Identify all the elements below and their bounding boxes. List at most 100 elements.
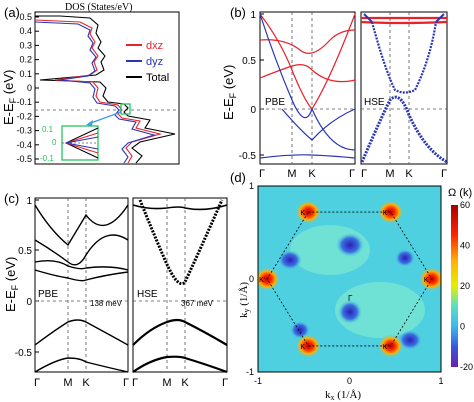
- panel-c-ytick-label: 0: [26, 297, 32, 308]
- cold-spot: [338, 300, 362, 324]
- panel-d-xtick-label: -1: [254, 376, 262, 386]
- pbe-c-band-4: [34, 269, 129, 282]
- hse-c-band-3: [132, 318, 228, 346]
- k-point-label: K: [424, 277, 429, 284]
- panel-c-yticks: 1 0.5 0 -0.5: [15, 196, 39, 359]
- inset-arrow: [87, 111, 122, 125]
- panel-a-label: (a): [4, 5, 20, 20]
- panel-c-hse-gap: 367 meV: [181, 299, 214, 308]
- gamma-label: Γ: [348, 294, 353, 303]
- pbe-c-band-3: [34, 259, 129, 271]
- panel-a-title: DOS (States/eV): [65, 2, 133, 13]
- pbe-lower-band-1: [259, 13, 356, 151]
- dos-dyz-line: [35, 21, 156, 164]
- panel-d-ticks: -1 0 1 1 0 -1: [246, 181, 444, 386]
- panel-d: (d) K K' K' K K K' Γ -1 0 1 1 0 -1 kx (1/Å) ky (1/…: [230, 170, 473, 402]
- colorbar-tick-label: 0: [460, 322, 465, 332]
- brillouin-zone-hexagon: [266, 211, 433, 347]
- inset-dyz-line: [65, 136, 99, 150]
- panel-c-xtick-label: Γ: [34, 377, 40, 389]
- k-point-peak: [377, 333, 404, 358]
- panel-a-ytick-label: -0.2: [16, 111, 32, 121]
- inset-ytick-1: 0: [52, 138, 57, 147]
- panel-a-yticks: 0.5 0.4 0.3 0.2 0.1 0 -0.1 -0.2 -0.3 -0.4 -0.5: [16, 12, 39, 164]
- panel-b-ytick-label: -0.5: [239, 151, 257, 162]
- cold-spot: [336, 233, 364, 257]
- pbe-c-band-1: [34, 204, 129, 247]
- panel-c-xtick-label: Γ: [123, 377, 129, 389]
- panel-c-pbe-gap: 138 meV: [90, 299, 123, 308]
- panel-b-right-xtick-label: K: [405, 168, 413, 180]
- panel-c-label: (c): [4, 191, 19, 206]
- colorbar-ticks: 60 40 20 0 -20: [460, 200, 473, 372]
- colorbar: [451, 205, 458, 367]
- panel-b-hse-tag: HSE: [364, 97, 385, 108]
- k-point-label: K': [383, 210, 389, 217]
- panel-d-label: (d): [230, 170, 246, 185]
- legend-total-label: Total: [146, 72, 169, 84]
- panel-a-legend: dxz dyz Total: [126, 40, 169, 84]
- panel-d-ytick-label: 1: [249, 181, 254, 191]
- pbe-upper-band-2: [259, 64, 356, 83]
- panel-b-xtick-label: K: [308, 168, 316, 180]
- hse-c-band-1: [132, 204, 228, 211]
- panel-a-ytick-label: -0.3: [16, 126, 32, 136]
- pbe-c-band-5: [34, 319, 129, 346]
- panel-d-ytick-label: 0: [249, 274, 254, 284]
- panel-d-xtick-label: 1: [438, 376, 443, 386]
- dos-total-line: [35, 15, 176, 164]
- panel-b-left-frame: [259, 11, 356, 165]
- panel-c-right-frame: [132, 197, 228, 373]
- panel-b-pbe-tag: PBE: [265, 97, 285, 108]
- panel-a-ytick-label: 0.3: [19, 40, 32, 50]
- panel-a-ytick-label: 0: [27, 83, 32, 93]
- panel-b-xtick-label: M: [287, 168, 296, 180]
- hse-c-band-4: [132, 355, 228, 374]
- cold-spot: [278, 250, 302, 270]
- legend-dxz-label: dxz: [146, 40, 163, 52]
- pbe-upper-band-3: [259, 29, 356, 54]
- k-point-label: K: [300, 210, 305, 217]
- panel-a-inset: 0.1 0 -0.1: [40, 125, 99, 163]
- panel-b-xtick-label: Γ: [259, 168, 265, 180]
- panel-a-frame: [34, 11, 180, 165]
- panel-b-right-xtick-label: Γ: [441, 168, 447, 180]
- panel-c: (c) E-EF (eV) 10.50-0.5 PBE 138 meV HSE …: [3, 191, 228, 389]
- hse-top-crossing: [363, 13, 445, 23]
- hse-lower-band-1: [360, 95, 448, 164]
- panel-a-ytick-label: 0.5: [19, 12, 32, 22]
- panel-c-hse-tag: HSE: [137, 289, 158, 300]
- colorbar-tick-label: 40: [460, 241, 470, 251]
- hse-upper-band-2: [360, 20, 448, 25]
- inset-arrow-head: [86, 120, 93, 126]
- panel-a-ytick-label: 0.1: [19, 69, 32, 79]
- panel-a-ylabel: E-EF (eV): [1, 70, 18, 125]
- pbe-lower-band-3: [281, 108, 356, 141]
- colorbar-title: Ω (k): [448, 187, 472, 199]
- k-point-label: K': [383, 344, 389, 351]
- pbe-upper-band-1: [259, 13, 356, 111]
- panel-d-frame: [257, 185, 442, 373]
- k-point-peak: [418, 267, 441, 291]
- cold-spot: [398, 330, 422, 350]
- hse-c-band-2: [138, 199, 224, 286]
- panel-c-left-frame: [34, 197, 129, 373]
- pbe-c-band-2: [34, 234, 129, 266]
- panel-a-ytick-label: -0.1: [16, 97, 32, 107]
- panel-c-right-xtick-label: Γ: [132, 377, 138, 389]
- panel-a: (a) DOS (States/eV) E-EF (eV) 0.50.40.30…: [1, 2, 180, 165]
- inset-ytick-0: 0.1: [42, 125, 54, 134]
- k-point-peak: [258, 267, 281, 291]
- panel-b-label: (b): [230, 5, 246, 20]
- panel-c-xtick-label: K: [82, 377, 90, 389]
- panel-c-xtick-label: M: [63, 377, 72, 389]
- panel-c-right-xtick-label: M: [162, 377, 171, 389]
- colorbar-tick-label: -20: [460, 362, 473, 372]
- panel-c-right-xtick-label: K: [181, 377, 189, 389]
- panel-c-ytick-label: 0.5: [18, 246, 32, 257]
- panel-b-ytick-label: 1: [250, 10, 256, 21]
- k-point-label: K': [259, 277, 265, 284]
- panel-b-ytick-label: 0: [250, 105, 256, 116]
